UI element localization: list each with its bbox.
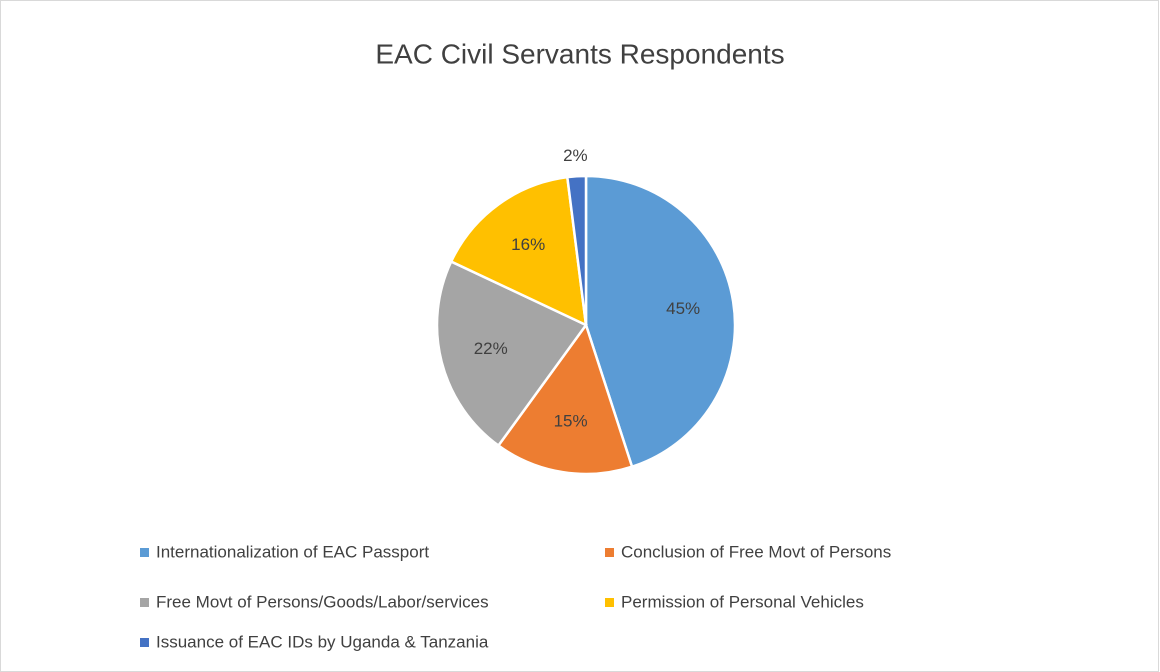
chart-title: EAC Civil Servants Respondents xyxy=(375,38,784,69)
data-label: 2% xyxy=(563,146,588,165)
legend-swatch xyxy=(140,548,149,557)
data-label: 15% xyxy=(554,412,588,431)
data-label: 16% xyxy=(511,235,545,254)
pie-slice xyxy=(584,174,737,469)
legend-swatch xyxy=(140,598,149,607)
data-label: 45% xyxy=(666,299,700,318)
legend-label: Free Movt of Persons/Goods/Labor/service… xyxy=(156,592,489,611)
legend-label: Internationalization of EAC Passport xyxy=(156,542,429,561)
pie-slice xyxy=(496,322,634,476)
legend-swatch xyxy=(605,598,614,607)
legend-swatch xyxy=(605,548,614,557)
pie-slice xyxy=(449,175,588,328)
legend-label: Permission of Personal Vehicles xyxy=(621,592,864,611)
legend-label: Issuance of EAC IDs by Uganda & Tanzania xyxy=(156,632,489,651)
legend-label: Conclusion of Free Movt of Persons xyxy=(621,542,891,561)
data-label: 22% xyxy=(474,339,508,358)
legend-swatch xyxy=(140,638,149,647)
pie-slice xyxy=(565,174,588,326)
